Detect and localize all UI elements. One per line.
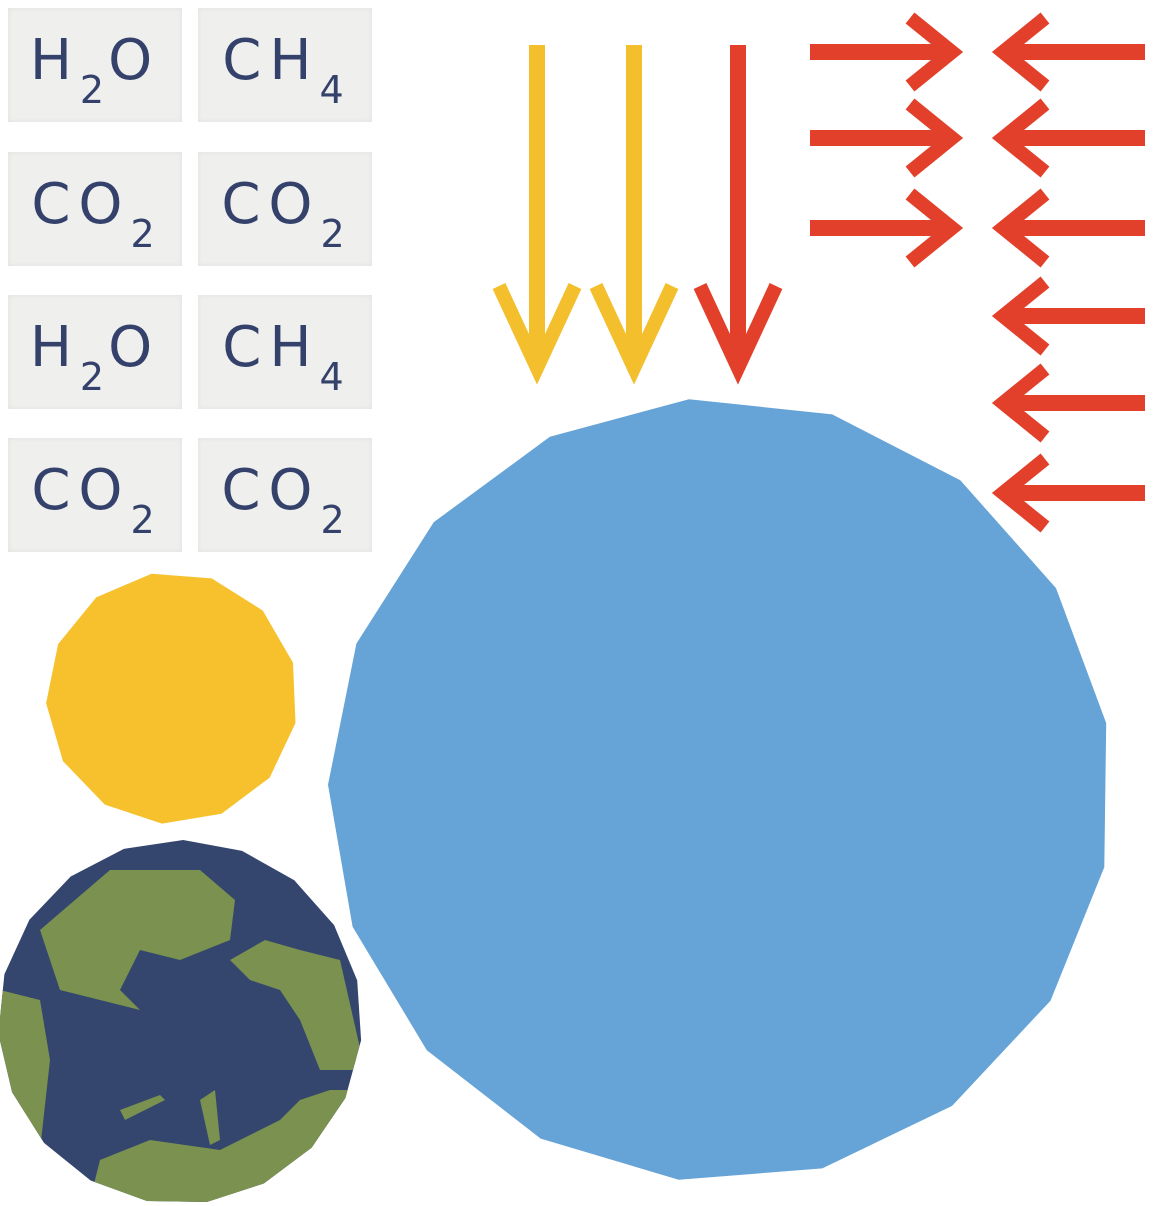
- formula-text: CH: [222, 314, 320, 380]
- arrow-head: [991, 363, 1050, 443]
- arrow-head: [905, 12, 964, 92]
- subscript: 4: [319, 68, 348, 112]
- formula-text: O: [108, 314, 161, 380]
- arrow-head: [991, 188, 1050, 268]
- formula-text: H: [29, 27, 80, 93]
- arrow-head: [589, 283, 679, 385]
- formula-tile: CO 2: [8, 152, 182, 266]
- formula-tile: CH 4: [198, 8, 372, 122]
- blue-disc: [328, 399, 1107, 1180]
- subscript: 2: [320, 498, 349, 542]
- arrow-head: [905, 188, 964, 268]
- earth-land: [0, 990, 50, 1200]
- arrow-head: [492, 283, 582, 385]
- formula-tile: CO 2: [8, 438, 182, 552]
- arrow-head: [693, 283, 783, 385]
- subscript: 4: [319, 355, 348, 399]
- subscript: 2: [79, 68, 109, 112]
- formula-text: CO: [221, 457, 321, 523]
- earth-land: [120, 1095, 165, 1120]
- earth-land: [200, 1090, 220, 1145]
- subscript: 2: [320, 212, 349, 256]
- arrow-head: [991, 453, 1050, 533]
- arrow-head: [991, 12, 1050, 92]
- arrow-head: [905, 98, 964, 178]
- subscript: 2: [79, 355, 109, 399]
- formula-text: CO: [31, 457, 131, 523]
- earth: [0, 840, 362, 1202]
- earth-land: [230, 940, 362, 1070]
- subscript: 2: [130, 212, 159, 256]
- formula-text: H: [29, 314, 80, 380]
- arrow-head: [991, 276, 1050, 356]
- arrow-head: [991, 98, 1050, 178]
- formula-text: O: [108, 27, 161, 93]
- formula-tile: CO 2: [198, 152, 372, 266]
- formula-tile: CH 4: [198, 295, 372, 409]
- formula-text: CO: [221, 171, 321, 237]
- formula-text: CO: [31, 171, 131, 237]
- subscript: 2: [130, 498, 159, 542]
- earth-land: [40, 870, 235, 1010]
- formula-tile: CO 2: [198, 438, 372, 552]
- sun: [46, 573, 296, 824]
- formula-text: CH: [222, 27, 320, 93]
